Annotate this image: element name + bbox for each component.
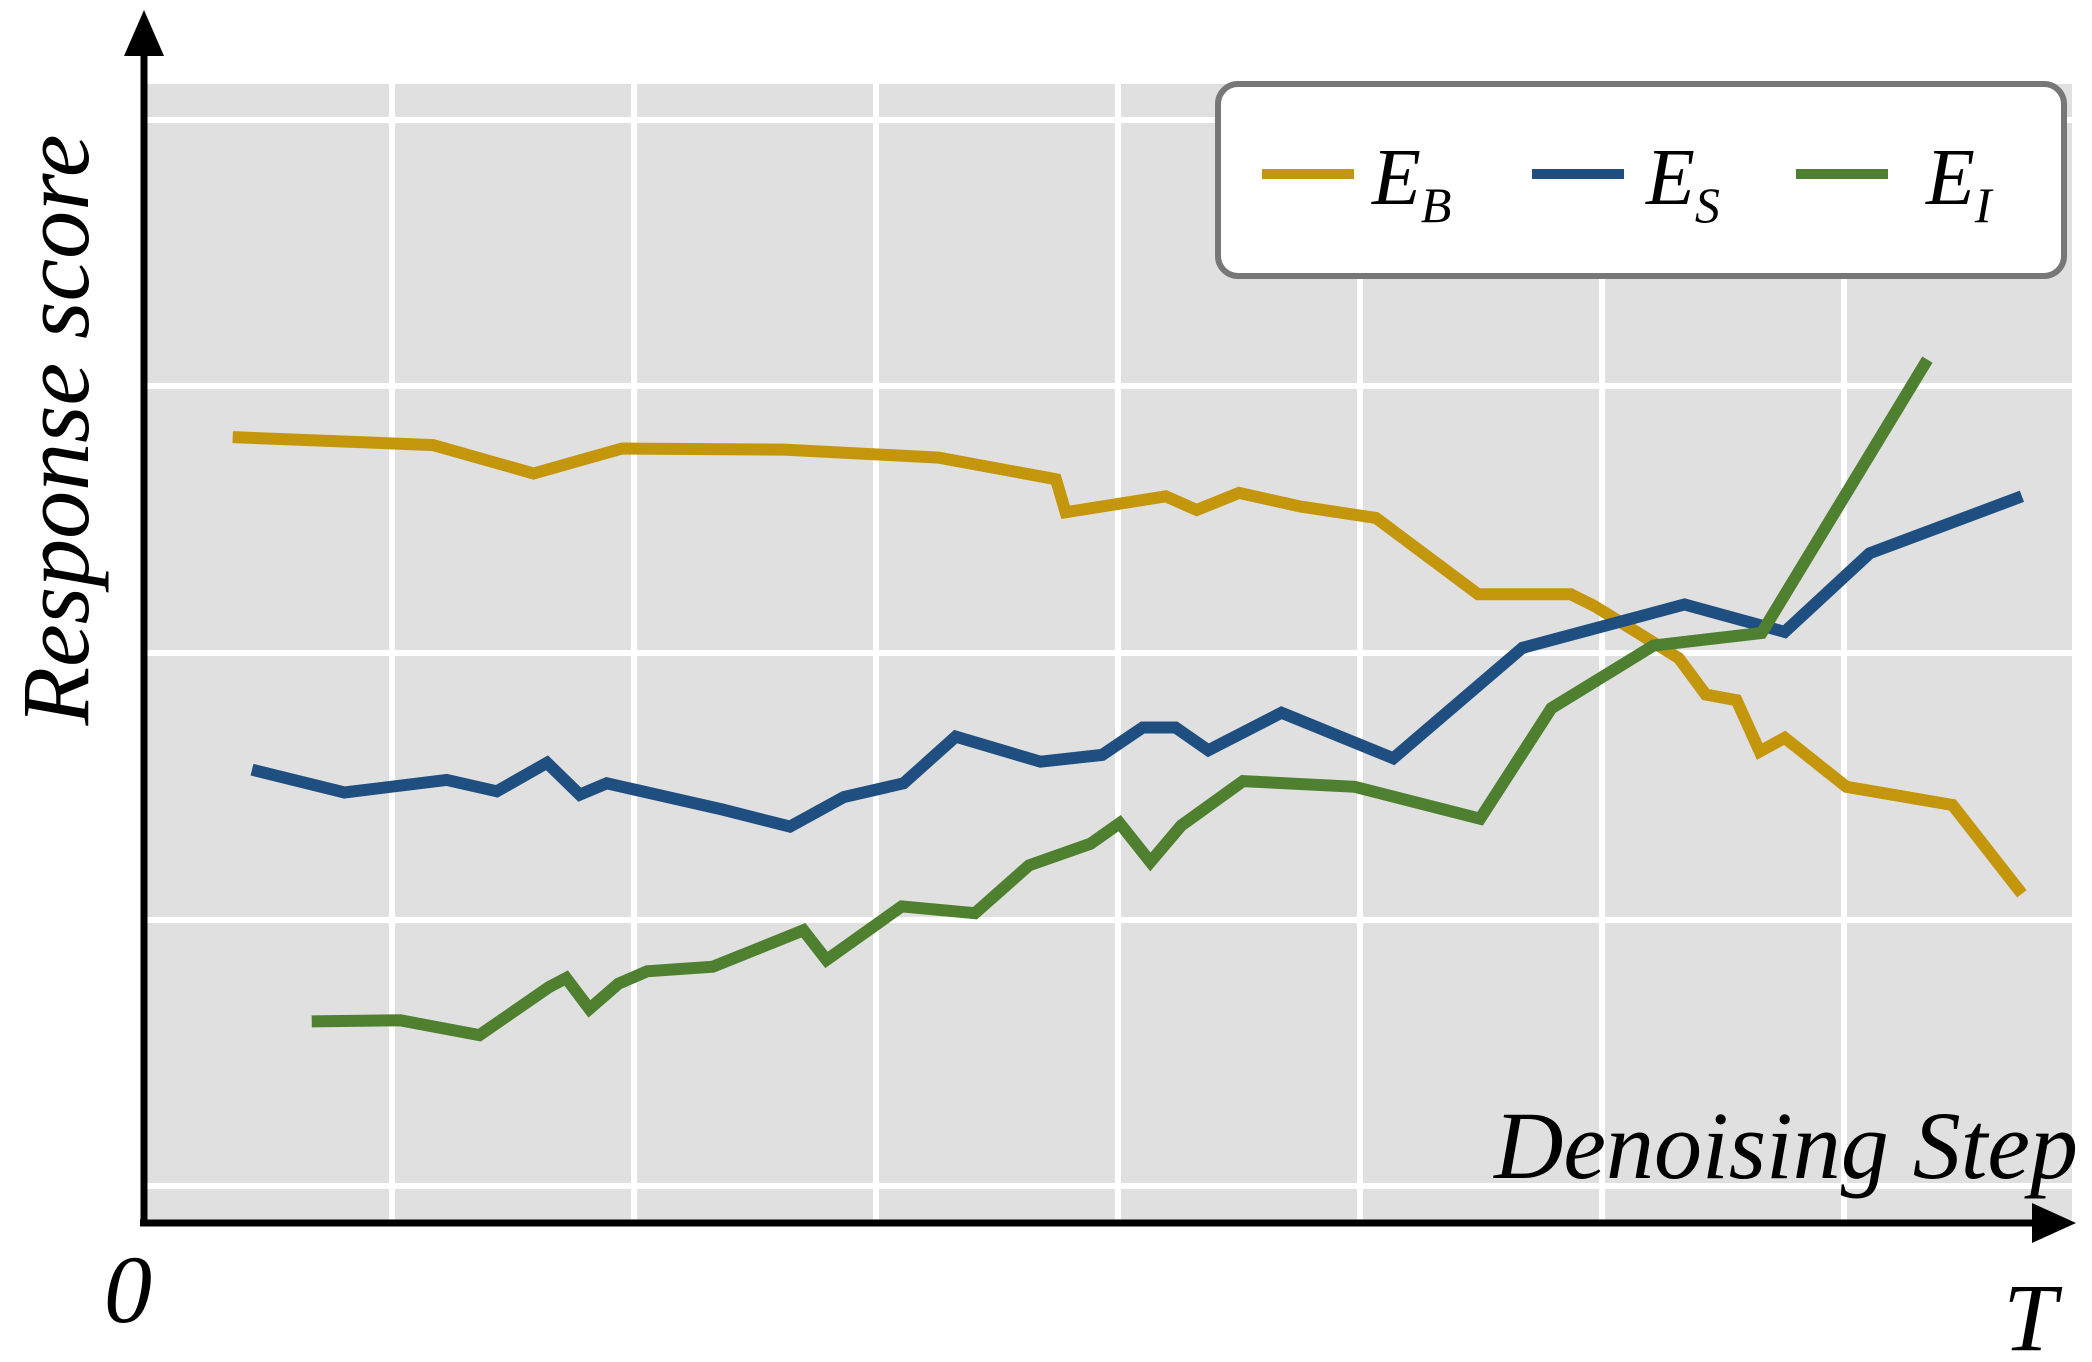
legend-label-es-subscript: S xyxy=(1695,177,1720,233)
legend-label-ei-subscript: I xyxy=(1974,177,1994,233)
legend-item-ei: EI xyxy=(1796,134,1994,233)
legend-item-eb: EB xyxy=(1262,134,1451,233)
x-axis-label: Denoising Step xyxy=(1492,1092,2078,1199)
legend-label-es: ES xyxy=(1645,134,1720,233)
series-lines xyxy=(232,356,2027,1042)
y-axis-arrowhead xyxy=(124,10,164,56)
legend-label-eb-main: E xyxy=(1371,134,1421,222)
legend-label-es-main: E xyxy=(1645,134,1695,222)
legend: EB ES EI xyxy=(1215,81,2067,279)
series-line-eb xyxy=(232,431,2027,898)
legend-label-eb-subscript: B xyxy=(1421,177,1452,233)
gridlines xyxy=(144,84,2072,1220)
y-axis-label: Response score xyxy=(2,135,109,727)
x-origin-tick-label: 0 xyxy=(104,1236,152,1343)
legend-label-ei-main: E xyxy=(1925,134,1975,222)
x-axis-arrowhead xyxy=(2032,1203,2076,1243)
legend-label-ei: EI xyxy=(1925,134,1994,233)
x-end-tick-label: T xyxy=(2003,1264,2063,1362)
legend-box xyxy=(1215,81,2067,279)
legend-label-eb: EB xyxy=(1371,134,1451,233)
series-line-es xyxy=(250,490,2025,833)
legend-item-es: ES xyxy=(1532,134,1720,233)
series-line-ei xyxy=(311,356,1933,1042)
